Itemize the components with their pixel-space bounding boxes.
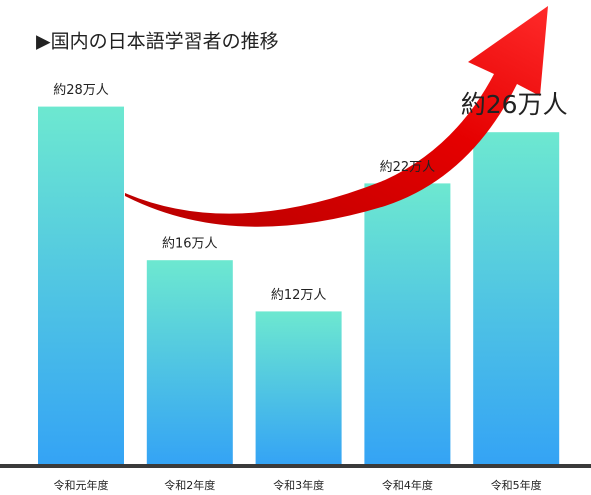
- chart-title: ▶国内の日本語学習者の推移: [36, 31, 279, 53]
- value-label: 約16万人: [162, 237, 218, 252]
- bars: [38, 106, 560, 465]
- x-tick-label: 令和3年度: [273, 478, 324, 492]
- value-label: 約12万人: [271, 288, 327, 303]
- bar: [364, 183, 451, 465]
- value-label: 約26万人: [461, 90, 568, 119]
- value-label: 約28万人: [53, 83, 109, 98]
- x-tick-label: 令和元年度: [54, 478, 109, 492]
- bar: [473, 132, 560, 465]
- bar: [255, 311, 342, 465]
- x-tick-label: 令和5年度: [491, 478, 542, 492]
- value-label: 約22万人: [380, 160, 436, 175]
- x-tick-label: 令和2年度: [164, 478, 215, 492]
- trend-arrow: [125, 6, 548, 227]
- bar: [38, 106, 124, 465]
- bar: [146, 260, 233, 465]
- x-tick-label: 令和4年度: [382, 478, 433, 492]
